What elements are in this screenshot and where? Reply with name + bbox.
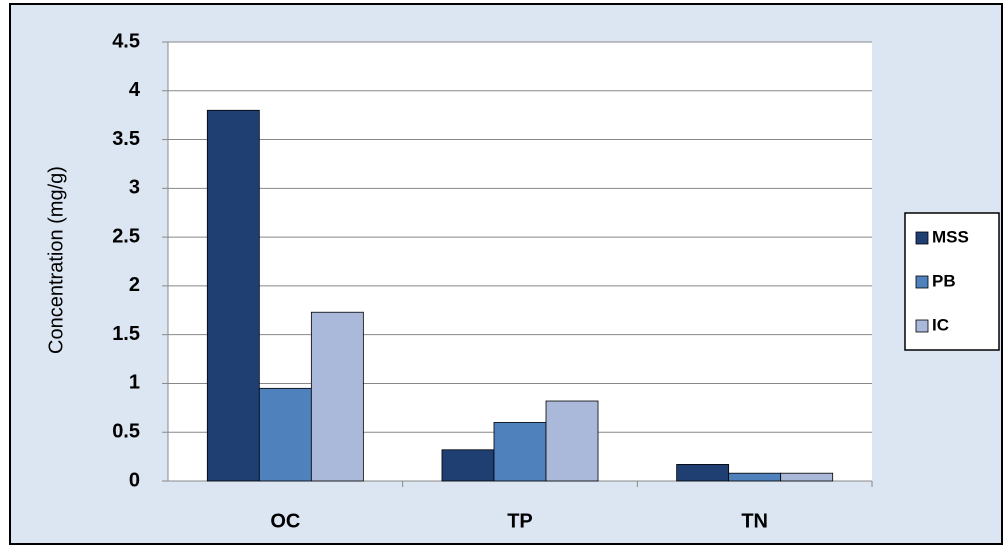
y-tick-label: 1: [129, 372, 140, 394]
y-tick-label: 0: [129, 469, 140, 491]
bar: [493, 422, 547, 482]
legend-label: PB: [932, 271, 956, 290]
bar: [310, 311, 364, 482]
bar: [441, 449, 495, 482]
legend-label: MSS: [932, 227, 969, 246]
y-axis-label: Concentration (mg/g): [45, 166, 67, 354]
bar: [206, 109, 260, 482]
y-tick-label: 4: [129, 79, 141, 101]
x-tick-label: OC: [270, 510, 300, 532]
y-tick-label: 2.5: [112, 225, 140, 247]
x-tick-label: TP: [507, 510, 533, 532]
legend-swatch: [915, 275, 929, 289]
y-tick-label: 3.5: [112, 128, 140, 150]
y-tick-label: 3: [129, 177, 140, 199]
x-tick-label: TN: [741, 510, 768, 532]
legend-swatch: [915, 231, 929, 245]
bar: [780, 472, 834, 482]
y-tick-label: 0.5: [112, 421, 140, 443]
bar: [258, 387, 312, 482]
y-tick-label: 4.5: [112, 30, 140, 52]
bar: [728, 472, 782, 482]
y-tick-label: 1.5: [112, 323, 140, 345]
bar: [545, 400, 599, 482]
legend-label: IC: [932, 315, 949, 334]
bar: [676, 464, 730, 482]
legend-swatch: [915, 319, 929, 333]
y-tick-label: 2: [129, 274, 140, 296]
